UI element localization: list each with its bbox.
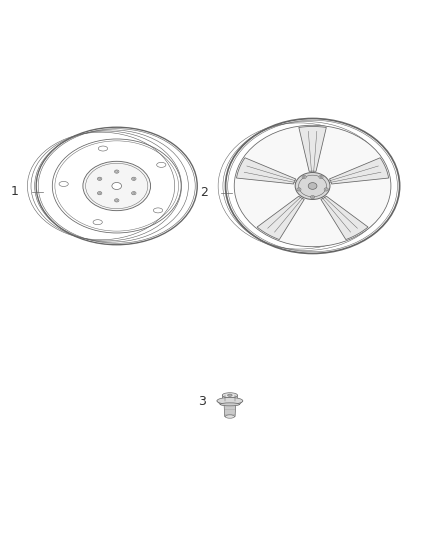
Polygon shape	[222, 395, 237, 400]
Ellipse shape	[222, 393, 237, 398]
Ellipse shape	[116, 199, 118, 201]
Ellipse shape	[220, 403, 240, 406]
Ellipse shape	[298, 189, 300, 190]
Polygon shape	[237, 158, 296, 184]
Ellipse shape	[324, 188, 328, 191]
Ellipse shape	[325, 189, 327, 190]
Polygon shape	[329, 158, 389, 184]
Ellipse shape	[133, 192, 135, 194]
Ellipse shape	[311, 196, 314, 199]
Ellipse shape	[83, 161, 151, 211]
Polygon shape	[299, 126, 326, 172]
Ellipse shape	[157, 163, 166, 167]
Ellipse shape	[320, 176, 322, 178]
Polygon shape	[257, 196, 304, 240]
Ellipse shape	[112, 182, 122, 190]
Text: 2: 2	[200, 186, 208, 199]
Ellipse shape	[114, 170, 119, 173]
Ellipse shape	[311, 196, 314, 198]
Polygon shape	[217, 401, 243, 405]
Ellipse shape	[131, 191, 136, 195]
Ellipse shape	[222, 398, 237, 403]
Ellipse shape	[297, 188, 301, 191]
Ellipse shape	[99, 192, 101, 194]
Ellipse shape	[228, 394, 232, 397]
Ellipse shape	[99, 178, 101, 180]
Polygon shape	[224, 405, 236, 417]
Text: 3: 3	[198, 395, 206, 408]
Ellipse shape	[99, 146, 108, 151]
Ellipse shape	[59, 181, 68, 187]
Ellipse shape	[234, 125, 391, 247]
Ellipse shape	[217, 398, 243, 404]
Ellipse shape	[131, 177, 136, 180]
Ellipse shape	[133, 178, 135, 180]
Ellipse shape	[225, 415, 235, 418]
Ellipse shape	[302, 175, 306, 179]
Ellipse shape	[295, 173, 330, 199]
Ellipse shape	[97, 191, 102, 195]
Ellipse shape	[319, 175, 323, 179]
Ellipse shape	[97, 177, 102, 180]
Ellipse shape	[114, 199, 119, 202]
Ellipse shape	[93, 220, 102, 225]
Text: 1: 1	[11, 185, 19, 198]
Ellipse shape	[308, 183, 317, 189]
Ellipse shape	[303, 176, 305, 178]
Polygon shape	[321, 196, 368, 240]
Ellipse shape	[153, 208, 162, 213]
Ellipse shape	[116, 171, 118, 172]
Ellipse shape	[226, 118, 399, 254]
